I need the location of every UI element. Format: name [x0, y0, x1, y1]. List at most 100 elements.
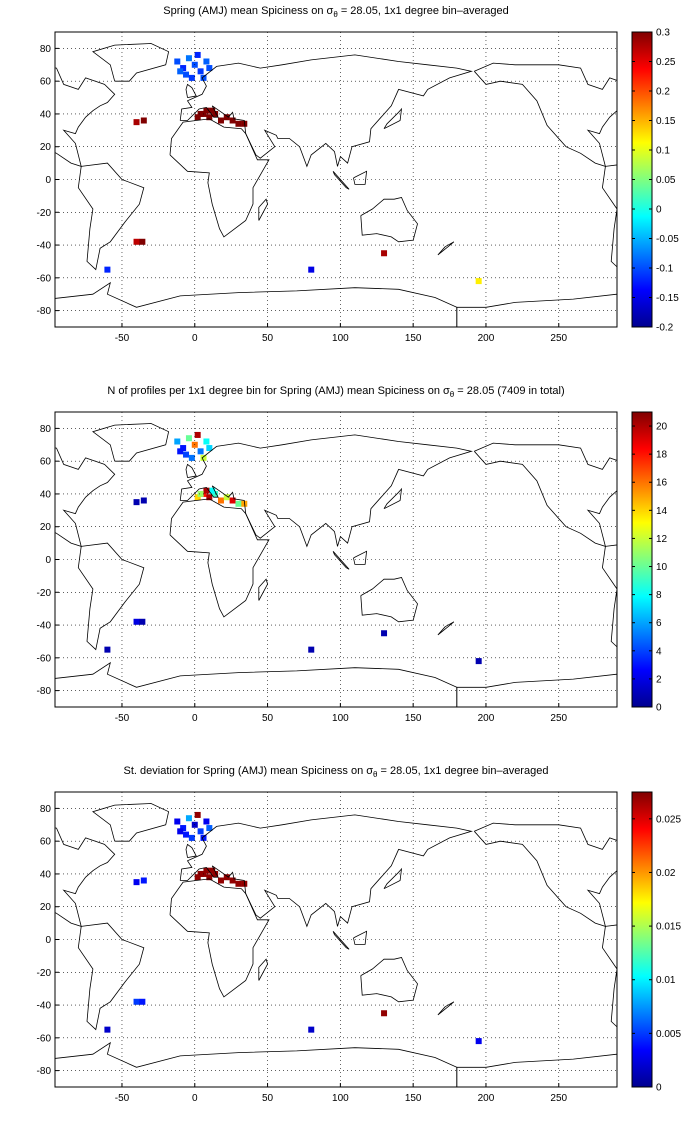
colorbar-tick-label: 0.15 [656, 116, 676, 127]
coastline [258, 198, 269, 221]
y-tick-label: 60 [40, 77, 52, 88]
coastline [616, 431, 617, 433]
y-tick-label: 20 [40, 522, 52, 533]
data-cell [183, 451, 190, 458]
colorbar-tick-label: 0 [656, 703, 662, 714]
colorbar-tick-label: 14 [656, 506, 668, 517]
y-tick-label: 40 [40, 109, 52, 120]
coastline [185, 463, 197, 478]
data-cell [194, 811, 201, 818]
data-cell [133, 119, 140, 126]
title-subscript: θ [333, 10, 338, 19]
colorbar-tick-label: 0.005 [656, 1029, 681, 1040]
colorbar-tick-label: 0.01 [656, 975, 676, 986]
data-cell [133, 238, 140, 245]
data-cell [188, 74, 195, 81]
y-tick-label: -40 [37, 1001, 52, 1012]
data-cell [206, 825, 213, 832]
colorbar-tick-label: 18 [656, 450, 668, 461]
colorbar [631, 411, 653, 708]
coastline [258, 578, 269, 601]
data-cell [217, 497, 224, 504]
x-tick-label: 250 [550, 713, 567, 724]
data-cell [174, 438, 181, 445]
coastline [474, 62, 617, 168]
data-cell [194, 431, 201, 438]
coastline [55, 827, 116, 928]
x-tick-label: 150 [405, 713, 422, 724]
y-tick-label: -20 [37, 588, 52, 599]
x-tick-label: 250 [550, 333, 567, 344]
coastline [383, 107, 403, 130]
colorbar-tick-label: 4 [656, 646, 662, 657]
x-tick-label: 100 [332, 333, 349, 344]
data-cell [308, 266, 315, 273]
title-subscript: θ [373, 770, 378, 779]
data-cell [223, 114, 230, 121]
coastline [332, 171, 350, 190]
colorbar-tick-label: 10 [656, 562, 668, 573]
data-cell [133, 499, 140, 506]
x-tick-label: 200 [478, 333, 495, 344]
data-cell [209, 867, 216, 874]
x-tick-label: 50 [262, 333, 274, 344]
y-tick-label: -60 [37, 1033, 52, 1044]
plot-area [55, 423, 617, 707]
coastline [616, 51, 617, 53]
data-cell [206, 65, 213, 72]
colorbar-tick-label: 8 [656, 590, 662, 601]
data-cell [194, 51, 201, 58]
colorbar-tick-label: 0.3 [656, 28, 670, 39]
title-text: St. deviation for Spring (AMJ) mean Spic… [124, 765, 374, 777]
y-tick-label: -20 [37, 968, 52, 979]
coastline [77, 922, 145, 1031]
data-cell [381, 250, 388, 257]
coastline [77, 542, 145, 651]
y-tick-label: -40 [37, 621, 52, 632]
coastline [55, 447, 116, 548]
y-tick-label: 60 [40, 457, 52, 468]
x-tick-label: -50 [115, 333, 130, 344]
plot-area [55, 43, 617, 327]
title-text: = 28.05, 1x1 degree bin–averaged [378, 765, 549, 777]
coastline [474, 822, 617, 928]
y-tick-label: -80 [37, 686, 52, 697]
data-cell [223, 874, 230, 881]
data-cell [139, 618, 146, 625]
data-cell [203, 487, 210, 494]
data-cell [177, 828, 184, 835]
data-cell [203, 818, 210, 825]
title-text: Spring (AMJ) mean Spiciness on σ [163, 5, 333, 17]
colorbar-tick-label: 2 [656, 674, 662, 685]
coastline [360, 197, 418, 243]
data-cell [104, 646, 111, 653]
colorbar-tick-label: 0.02 [656, 868, 676, 879]
data-cell [104, 266, 111, 273]
coastline [353, 930, 368, 945]
colorbar-tick-label: -0.1 [656, 264, 674, 275]
data-cell [475, 658, 482, 665]
coastline [360, 577, 418, 623]
coastline [332, 551, 350, 570]
colorbar-tick-label: 0.25 [656, 57, 676, 68]
data-cell [381, 630, 388, 637]
data-cell [197, 870, 204, 877]
axes-frame [54, 31, 618, 328]
x-tick-label: 200 [478, 713, 495, 724]
data-cell [197, 828, 204, 835]
y-tick-label: -80 [37, 1066, 52, 1077]
x-tick-label: -50 [115, 713, 130, 724]
data-cell [203, 107, 210, 114]
coastline [353, 550, 368, 565]
plot-area [55, 803, 617, 1087]
coastline [185, 83, 197, 98]
coastline [55, 67, 116, 168]
coastline [77, 162, 145, 271]
coastline [383, 487, 403, 510]
data-cell [177, 448, 184, 455]
coastline [179, 814, 473, 928]
data-cell [229, 497, 236, 504]
x-tick-label: 100 [332, 1093, 349, 1104]
x-tick-label: 50 [262, 1093, 274, 1104]
